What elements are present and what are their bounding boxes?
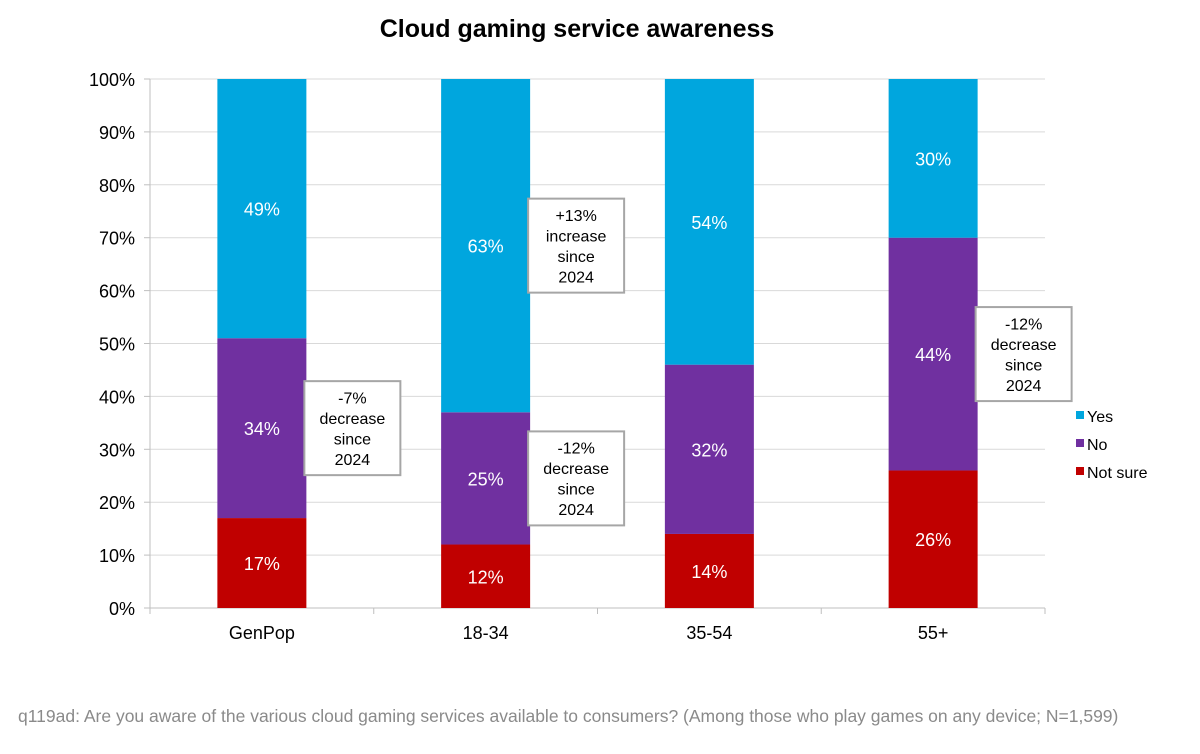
bar-18-34-yes[interactable] <box>441 79 531 413</box>
y-tick-label: 10% <box>99 546 135 566</box>
annotation-text: 2024 <box>558 502 594 519</box>
y-tick-label: 100% <box>89 70 135 90</box>
annotation-text: decrease <box>543 461 609 478</box>
data-label: 17% <box>244 554 280 574</box>
legend-swatch-not-sure <box>1076 467 1084 475</box>
legend-swatch-yes <box>1076 411 1084 419</box>
data-label: 30% <box>915 149 951 169</box>
data-label: 32% <box>691 440 727 460</box>
annotation-box <box>527 430 626 527</box>
annotation-box <box>303 380 402 477</box>
bar-genpop-yes[interactable] <box>217 79 307 339</box>
bar-55-yes[interactable] <box>888 79 978 238</box>
annotation-text: -12% <box>557 441 594 458</box>
data-label: 25% <box>468 469 504 489</box>
bar-18-34-no[interactable] <box>441 412 531 545</box>
bar-35-54-not-sure[interactable] <box>664 533 754 608</box>
annotation-text: 2024 <box>335 452 371 469</box>
data-label: 26% <box>915 530 951 550</box>
x-tick-label: 35-54 <box>686 623 732 643</box>
y-tick-label: 30% <box>99 440 135 460</box>
y-tick-label: 70% <box>99 229 135 249</box>
legend-label: Yes <box>1087 409 1113 426</box>
bar-genpop-no[interactable] <box>217 338 307 519</box>
x-tick-label: GenPop <box>229 623 295 643</box>
annotation-text: decrease <box>991 337 1057 354</box>
legend-label: No <box>1087 437 1108 454</box>
annotation-text: since <box>557 482 594 499</box>
bar-55-no[interactable] <box>888 237 978 471</box>
annotation-text: decrease <box>319 411 385 428</box>
bar-55-not-sure[interactable] <box>888 470 978 608</box>
y-tick-label: 60% <box>99 282 135 302</box>
annotation-text: +13% <box>555 208 596 225</box>
annotation-box <box>527 197 626 294</box>
annotation-text: since <box>1005 357 1042 374</box>
annotation-text: 2024 <box>1006 378 1042 395</box>
annotation-text: increase <box>546 228 607 245</box>
stacked-bar-chart: Cloud gaming service awareness 0% 10% 20% 30… <box>89 15 1148 643</box>
bar-35-54-no[interactable] <box>664 364 754 534</box>
data-label: 34% <box>244 419 280 439</box>
data-label: 49% <box>244 200 280 220</box>
data-label: 12% <box>468 567 504 587</box>
annotation-text: -12% <box>1005 316 1042 333</box>
y-tick-label: 80% <box>99 176 135 196</box>
y-tick-label: 90% <box>99 123 135 143</box>
data-label: 14% <box>691 562 727 582</box>
bar-18-34-not-sure[interactable] <box>441 544 531 608</box>
x-tick-label: 55+ <box>918 623 949 643</box>
y-tick-label: 40% <box>99 387 135 407</box>
y-tick-label: 20% <box>99 493 135 513</box>
bar-genpop-not-sure[interactable] <box>217 518 307 608</box>
annotation-text: 2024 <box>558 269 594 286</box>
data-label: 44% <box>915 345 951 365</box>
y-tick-label: 0% <box>109 599 135 619</box>
annotation-text: since <box>334 431 371 448</box>
legend-label: Not sure <box>1087 465 1148 482</box>
annotation-text: -7% <box>338 390 366 407</box>
data-label: 63% <box>468 237 504 257</box>
bar-35-54-yes[interactable] <box>664 79 754 365</box>
annotation-box <box>974 306 1073 403</box>
footnote: q119ad: Are you aware of the various clo… <box>18 706 1119 726</box>
annotation-text: since <box>557 249 594 266</box>
x-tick-label: 18-34 <box>463 623 509 643</box>
y-tick-label: 50% <box>99 335 135 355</box>
data-label: 54% <box>691 213 727 233</box>
legend-swatch-no <box>1076 439 1084 447</box>
chart-title: Cloud gaming service awareness <box>380 15 775 43</box>
